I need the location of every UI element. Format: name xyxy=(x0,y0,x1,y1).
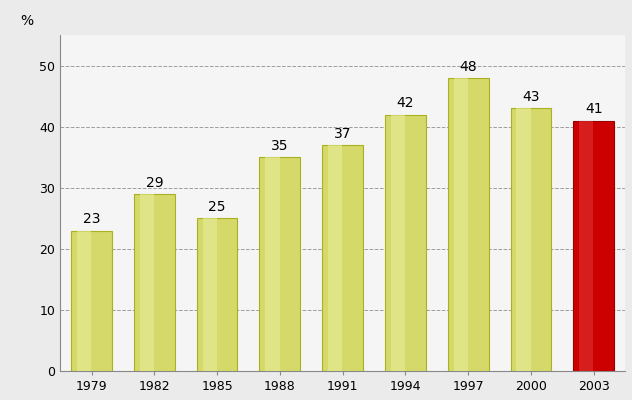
Text: 29: 29 xyxy=(145,176,163,190)
Bar xyxy=(579,121,593,371)
Text: 42: 42 xyxy=(397,96,414,110)
Bar xyxy=(71,230,112,371)
Bar xyxy=(140,194,154,371)
Bar xyxy=(77,230,92,371)
Bar xyxy=(134,194,174,371)
Bar xyxy=(573,121,614,371)
Text: %: % xyxy=(21,14,33,28)
Bar xyxy=(260,157,300,371)
Text: 37: 37 xyxy=(334,127,351,141)
Bar xyxy=(203,218,217,371)
Text: 41: 41 xyxy=(585,102,602,116)
Bar xyxy=(385,114,426,371)
Text: 23: 23 xyxy=(83,212,100,226)
Text: 43: 43 xyxy=(522,90,540,104)
Bar xyxy=(511,108,551,371)
Bar xyxy=(197,218,238,371)
Bar xyxy=(322,145,363,371)
Bar xyxy=(265,157,279,371)
Text: 48: 48 xyxy=(459,60,477,74)
Text: 35: 35 xyxy=(271,139,289,153)
Bar xyxy=(328,145,343,371)
Bar xyxy=(454,78,468,371)
Bar xyxy=(447,78,489,371)
Bar xyxy=(391,114,405,371)
Bar xyxy=(516,108,531,371)
Text: 25: 25 xyxy=(209,200,226,214)
